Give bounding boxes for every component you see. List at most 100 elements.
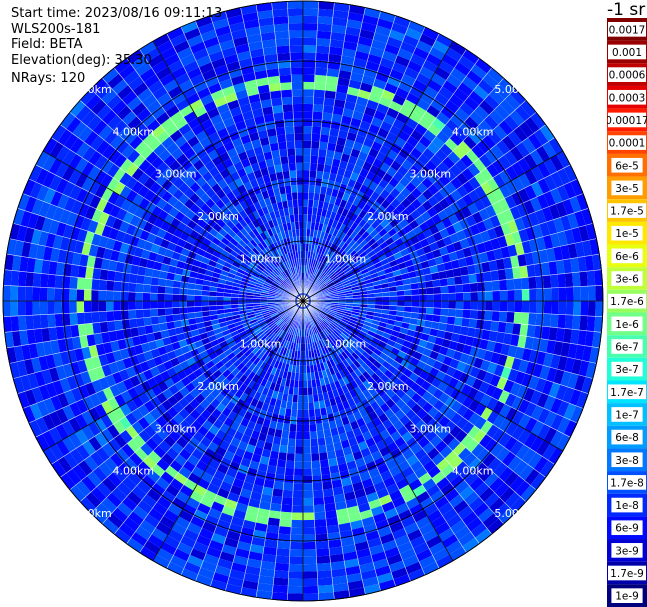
ray-gate <box>195 460 209 472</box>
ray-gate <box>217 558 233 570</box>
ray-gate <box>241 277 250 284</box>
ray-gate <box>121 496 138 512</box>
ray-gate <box>432 40 450 54</box>
ray-gate <box>77 202 90 218</box>
ray-gate <box>238 383 248 393</box>
ray-gate <box>57 392 70 409</box>
ray-gate <box>498 154 512 170</box>
ray-gate <box>303 162 311 171</box>
ray-gate <box>343 255 352 263</box>
ray-gate <box>433 307 442 316</box>
ray-gate <box>268 83 281 92</box>
ray-gate <box>368 123 381 135</box>
ray-gate <box>156 427 169 441</box>
ray-gate <box>335 230 343 239</box>
ray-gate <box>100 159 114 174</box>
ray-gate <box>146 332 156 343</box>
ray-gate <box>405 117 419 130</box>
ray-gate <box>563 420 578 438</box>
ray-gate <box>48 367 60 383</box>
ray-gate <box>410 147 423 160</box>
ray-gate <box>507 289 515 301</box>
ray-gate <box>29 403 43 421</box>
ray-gate <box>331 113 343 123</box>
ray-gate <box>496 139 511 155</box>
ray-gate <box>320 354 327 363</box>
ray-gate <box>263 479 275 489</box>
ray-gate <box>215 262 224 270</box>
ray-gate <box>347 321 356 328</box>
ray-gate <box>431 136 445 150</box>
ray-gate <box>93 256 104 270</box>
ray-gate <box>264 267 272 275</box>
ray-gate <box>359 239 368 248</box>
ray-gate <box>488 497 505 514</box>
ray-gate <box>95 343 106 356</box>
ray-gate <box>331 263 339 271</box>
ray-gate <box>557 417 571 434</box>
ray-gate <box>271 334 278 342</box>
ray-gate <box>518 413 532 429</box>
ray-gate <box>556 433 571 451</box>
ray-gate <box>490 237 501 250</box>
ray-gate <box>101 258 111 271</box>
ray-gate <box>419 66 435 80</box>
ray-gate <box>206 546 222 559</box>
ray-gate <box>511 357 522 371</box>
ray-gate <box>142 284 151 293</box>
ray-gate <box>408 323 417 332</box>
ray-gate <box>197 478 211 490</box>
ray-gate <box>348 512 362 523</box>
ray-gate <box>332 228 340 237</box>
ray-gate <box>357 365 367 375</box>
ray-gate <box>342 280 350 286</box>
ray-gate <box>291 81 303 90</box>
ray-gate <box>543 427 558 444</box>
ray-gate <box>320 255 326 263</box>
ray-gate <box>498 390 510 404</box>
ray-gate <box>297 199 303 207</box>
ray-gate <box>416 490 431 504</box>
ray-gate <box>289 556 303 565</box>
range-ring-label: 3.00km <box>155 168 197 181</box>
ray-gate <box>356 247 365 256</box>
ray-gate <box>533 456 549 474</box>
ray-gate <box>329 288 337 293</box>
ray-separator <box>309 124 546 297</box>
ray-gate <box>233 509 247 520</box>
ray-gate <box>303 250 306 259</box>
ray-separator <box>309 305 555 465</box>
ray-gate <box>236 541 252 552</box>
ray-gate <box>448 377 459 389</box>
colorbar-unit-label: -1 sr <box>607 0 646 20</box>
ray-gate <box>368 467 381 479</box>
ray-separator <box>310 302 597 364</box>
ray-gate <box>498 78 516 95</box>
ray-gate <box>324 90 337 100</box>
ray-gate <box>75 157 89 174</box>
ray-gate <box>134 447 149 462</box>
ray-gate <box>382 301 390 306</box>
ray-gate <box>332 365 340 374</box>
ray-gate <box>275 336 282 345</box>
ray-gate <box>317 437 326 446</box>
ray-gate <box>234 548 250 559</box>
ray-gate <box>79 253 89 267</box>
ray-gate <box>360 268 369 275</box>
ray-gate <box>319 134 330 143</box>
ray-gate <box>136 274 145 285</box>
ray-gate <box>232 478 245 489</box>
ray-gate <box>281 282 288 288</box>
ray-gate <box>241 247 250 256</box>
ray-gate <box>278 310 286 316</box>
ray-gate <box>346 19 363 30</box>
ray-gate <box>307 206 313 215</box>
ray-gate <box>391 567 408 580</box>
ray-separator <box>303 308 335 600</box>
ray-gate <box>252 357 261 366</box>
ray-gate <box>354 457 366 468</box>
ray-gate <box>313 244 318 253</box>
ray-gate <box>441 217 453 229</box>
ray-gate <box>91 289 99 301</box>
ray-gate <box>517 157 531 174</box>
